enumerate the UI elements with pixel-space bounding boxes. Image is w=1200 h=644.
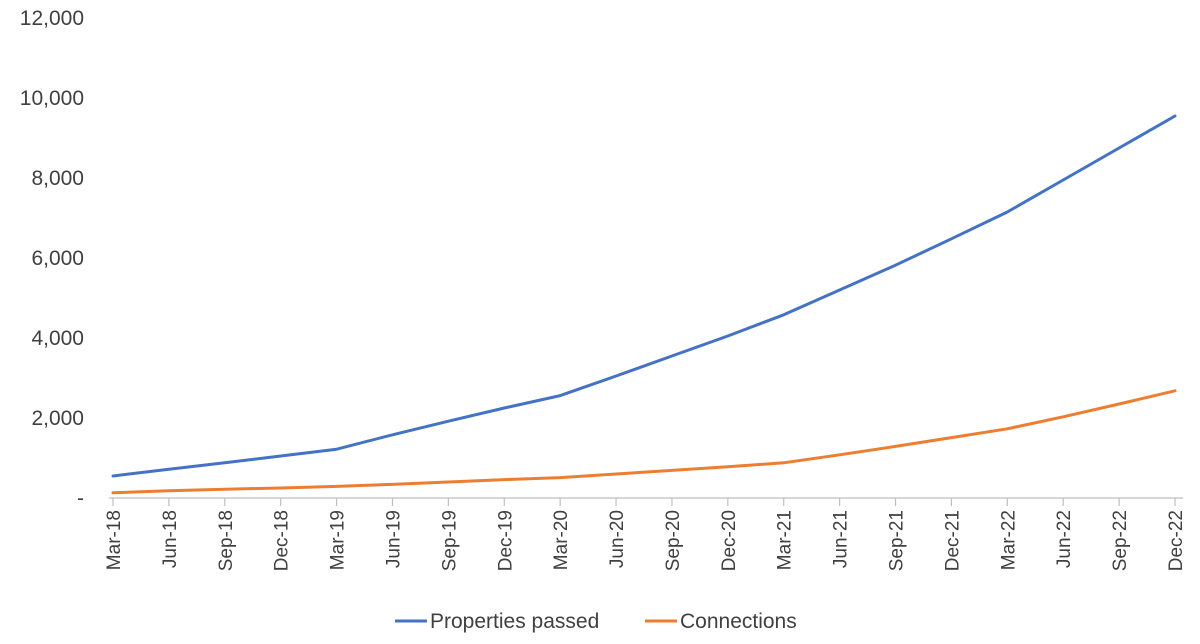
x-tick-label: Jun-21 [831, 510, 852, 568]
series-layer [111, 114, 1177, 495]
x-tick-label: Sep-20 [663, 510, 684, 571]
y-tick-label: 6,000 [31, 247, 84, 270]
x-tick-label: Jun-22 [1054, 510, 1075, 568]
y-tick-label: 12,000 [20, 7, 84, 30]
x-tick-label: Sep-18 [216, 510, 237, 571]
y-tick-label: 4,000 [31, 327, 84, 350]
x-tick-label: Sep-22 [1110, 510, 1131, 571]
legend-item-connections: Connections [645, 610, 797, 633]
x-axis: Mar-18 Jun-18 Sep-18 Dec-18 Mar-19 Jun-19 Sep-… [104, 497, 1187, 571]
series-line-connections [111, 389, 1177, 495]
x-tick-label: Mar-19 [328, 510, 349, 570]
x-tick-label: Mar-22 [998, 510, 1019, 570]
legend: Properties passed Connections [395, 610, 797, 633]
x-tick-label: Sep-19 [439, 510, 460, 571]
x-tick-label: Mar-18 [104, 510, 125, 570]
x-tick-label: Sep-21 [887, 510, 908, 571]
x-tick-label: Dec-18 [272, 510, 293, 571]
x-tick-label: Dec-22 [1166, 510, 1187, 571]
x-tick-label: Mar-20 [551, 510, 572, 570]
y-tick-label: - [77, 487, 84, 510]
y-tick-label: 8,000 [31, 167, 84, 190]
series-line-properties-passed [111, 114, 1177, 478]
y-tick-label: 2,000 [31, 407, 84, 430]
legend-item-properties-passed: Properties passed [395, 610, 599, 633]
y-axis: - 2,000 4,000 6,000 8,000 10,000 12,000 [20, 7, 84, 510]
x-tick-label: Jun-20 [607, 510, 628, 568]
x-tick-label: Jun-19 [383, 510, 404, 568]
legend-label: Properties passed [430, 610, 599, 633]
y-tick-label: 10,000 [20, 87, 84, 110]
x-tick-label: Dec-20 [719, 510, 740, 571]
legend-label: Connections [680, 610, 797, 633]
x-tick-label: Dec-19 [495, 510, 516, 571]
x-tick-label: Jun-18 [160, 510, 181, 568]
x-tick-label: Dec-21 [942, 510, 963, 571]
x-tick-label: Mar-21 [775, 510, 796, 570]
